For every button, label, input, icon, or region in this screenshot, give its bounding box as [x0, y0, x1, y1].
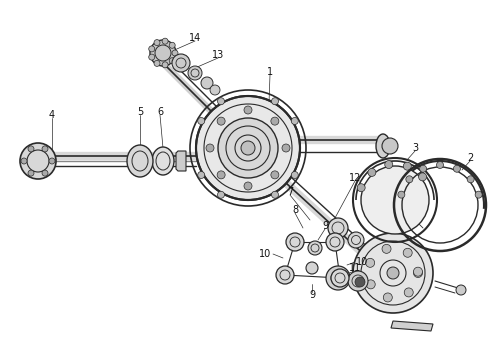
Circle shape	[42, 170, 48, 176]
Text: 9: 9	[322, 221, 328, 231]
Circle shape	[291, 117, 298, 125]
Circle shape	[475, 191, 482, 198]
Text: 10: 10	[356, 257, 368, 267]
Text: 8: 8	[292, 205, 298, 215]
Circle shape	[217, 117, 225, 125]
Text: 14: 14	[189, 33, 201, 43]
Text: 13: 13	[212, 50, 224, 60]
Circle shape	[414, 267, 422, 276]
Text: 11: 11	[349, 263, 361, 273]
Text: 9: 9	[309, 290, 315, 300]
Text: 12: 12	[349, 173, 361, 183]
Circle shape	[271, 171, 279, 179]
Circle shape	[456, 285, 466, 295]
Circle shape	[331, 269, 349, 287]
Text: 3: 3	[412, 143, 418, 153]
Circle shape	[348, 271, 368, 291]
Circle shape	[218, 191, 224, 198]
Circle shape	[467, 176, 474, 183]
Circle shape	[218, 98, 224, 105]
Circle shape	[406, 176, 413, 183]
Circle shape	[201, 77, 213, 89]
Circle shape	[162, 62, 168, 68]
Circle shape	[172, 50, 178, 56]
Circle shape	[437, 162, 443, 168]
Circle shape	[348, 232, 364, 248]
Circle shape	[382, 244, 391, 253]
Text: 6: 6	[157, 107, 163, 117]
Circle shape	[355, 277, 365, 287]
Circle shape	[385, 161, 393, 168]
Circle shape	[387, 267, 399, 279]
Circle shape	[217, 171, 225, 179]
Circle shape	[20, 143, 56, 179]
Circle shape	[403, 162, 411, 170]
Circle shape	[282, 144, 290, 152]
Circle shape	[271, 117, 279, 125]
Circle shape	[206, 144, 214, 152]
Circle shape	[198, 171, 205, 179]
Circle shape	[419, 165, 427, 172]
Circle shape	[196, 96, 300, 200]
Circle shape	[169, 58, 175, 64]
Circle shape	[42, 146, 48, 152]
Ellipse shape	[376, 134, 390, 158]
Text: 5: 5	[137, 107, 143, 117]
Circle shape	[154, 40, 160, 46]
Circle shape	[162, 38, 168, 44]
Ellipse shape	[152, 147, 174, 175]
Circle shape	[241, 141, 255, 155]
Circle shape	[276, 266, 294, 284]
Circle shape	[357, 184, 365, 192]
Circle shape	[271, 98, 278, 105]
Text: 1: 1	[267, 67, 273, 77]
Circle shape	[49, 158, 55, 164]
Circle shape	[306, 262, 318, 274]
Circle shape	[210, 85, 220, 95]
Circle shape	[150, 40, 176, 66]
Circle shape	[21, 158, 27, 164]
Text: 7: 7	[287, 187, 293, 197]
Circle shape	[172, 54, 190, 72]
Circle shape	[366, 258, 375, 267]
Circle shape	[326, 233, 344, 251]
Circle shape	[403, 248, 412, 257]
Circle shape	[28, 170, 34, 176]
Circle shape	[149, 46, 155, 52]
Circle shape	[453, 165, 461, 172]
Circle shape	[361, 166, 429, 234]
Text: 2: 2	[467, 153, 473, 163]
Circle shape	[286, 233, 304, 251]
Circle shape	[382, 138, 398, 154]
Polygon shape	[391, 321, 433, 331]
Circle shape	[418, 173, 427, 181]
Circle shape	[366, 280, 375, 289]
Circle shape	[404, 288, 413, 297]
Circle shape	[383, 293, 392, 302]
Circle shape	[398, 191, 405, 198]
Circle shape	[198, 117, 205, 125]
Circle shape	[154, 60, 160, 66]
Circle shape	[271, 191, 278, 198]
Circle shape	[328, 218, 348, 238]
Circle shape	[188, 66, 202, 80]
Circle shape	[368, 168, 376, 176]
Circle shape	[149, 54, 155, 60]
Text: 4: 4	[49, 110, 55, 120]
Ellipse shape	[127, 145, 153, 177]
Circle shape	[326, 266, 350, 290]
Circle shape	[414, 269, 422, 278]
Circle shape	[244, 106, 252, 114]
Circle shape	[308, 241, 322, 255]
Circle shape	[244, 182, 252, 190]
Circle shape	[218, 118, 278, 178]
Polygon shape	[176, 151, 186, 171]
Circle shape	[28, 146, 34, 152]
Circle shape	[353, 233, 433, 313]
Circle shape	[291, 171, 298, 179]
Circle shape	[169, 42, 175, 48]
Text: 10: 10	[259, 249, 271, 259]
